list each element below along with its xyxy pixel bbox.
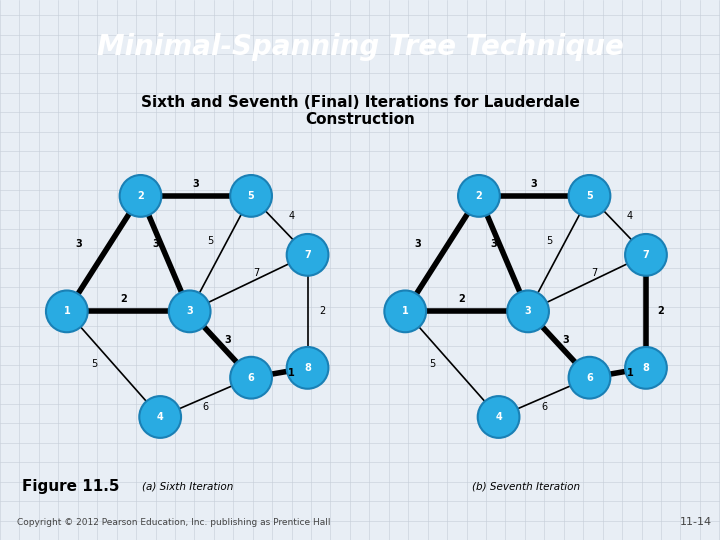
Text: 7: 7	[304, 250, 311, 260]
Text: 7: 7	[591, 268, 598, 278]
Circle shape	[569, 357, 611, 399]
Text: 1: 1	[63, 306, 71, 316]
Circle shape	[625, 347, 667, 389]
Text: 2: 2	[657, 306, 664, 316]
Circle shape	[230, 175, 272, 217]
Circle shape	[287, 234, 328, 276]
Text: 3: 3	[225, 335, 231, 345]
Text: 5: 5	[207, 237, 214, 246]
Text: 6: 6	[586, 373, 593, 383]
Circle shape	[168, 291, 210, 332]
Circle shape	[230, 357, 272, 399]
Text: 4: 4	[627, 211, 633, 220]
Text: 4: 4	[495, 412, 502, 422]
Text: 11-14: 11-14	[680, 517, 712, 528]
Circle shape	[120, 175, 161, 217]
Circle shape	[625, 234, 667, 276]
Text: 1: 1	[402, 306, 409, 316]
Text: 3: 3	[76, 239, 83, 249]
Circle shape	[458, 175, 500, 217]
Text: 3: 3	[414, 239, 421, 249]
Text: Minimal-Spanning Tree Technique: Minimal-Spanning Tree Technique	[96, 33, 624, 61]
Text: (a) Sixth Iteration: (a) Sixth Iteration	[142, 481, 233, 491]
Text: 2: 2	[120, 294, 127, 304]
Circle shape	[384, 291, 426, 332]
Text: 4: 4	[157, 412, 163, 422]
Text: 3: 3	[186, 306, 193, 316]
Text: 1: 1	[288, 368, 295, 378]
Text: 5: 5	[429, 359, 436, 369]
Circle shape	[46, 291, 88, 332]
Text: Copyright © 2012 Pearson Education, Inc. publishing as Prentice Hall: Copyright © 2012 Pearson Education, Inc.…	[17, 518, 330, 527]
Circle shape	[287, 347, 328, 389]
Text: 3: 3	[192, 179, 199, 188]
Text: 6: 6	[202, 402, 209, 412]
Text: 7: 7	[642, 250, 649, 260]
Text: 3: 3	[563, 335, 570, 345]
Circle shape	[477, 396, 519, 438]
Text: 3: 3	[152, 239, 158, 249]
Text: 8: 8	[304, 363, 311, 373]
Text: 3: 3	[490, 239, 497, 249]
Text: 6: 6	[248, 373, 254, 383]
Text: Sixth and Seventh (Final) Iterations for Lauderdale
Construction: Sixth and Seventh (Final) Iterations for…	[140, 95, 580, 127]
Text: 5: 5	[586, 191, 593, 201]
Text: Figure 11.5: Figure 11.5	[22, 478, 119, 494]
Text: 2: 2	[475, 191, 482, 201]
Text: 8: 8	[642, 363, 649, 373]
Text: 5: 5	[248, 191, 254, 201]
Text: 5: 5	[91, 359, 97, 369]
Text: 3: 3	[531, 179, 538, 188]
Circle shape	[507, 291, 549, 332]
Text: 6: 6	[541, 402, 547, 412]
Text: 4: 4	[289, 211, 294, 220]
Text: (b) Seventh Iteration: (b) Seventh Iteration	[472, 481, 580, 491]
Text: 2: 2	[137, 191, 144, 201]
Circle shape	[569, 175, 611, 217]
Text: 2: 2	[319, 306, 325, 316]
Text: 5: 5	[546, 237, 552, 246]
Text: 3: 3	[525, 306, 531, 316]
Text: 1: 1	[626, 368, 634, 378]
Text: 7: 7	[253, 268, 259, 278]
Text: 2: 2	[459, 294, 465, 304]
Circle shape	[139, 396, 181, 438]
